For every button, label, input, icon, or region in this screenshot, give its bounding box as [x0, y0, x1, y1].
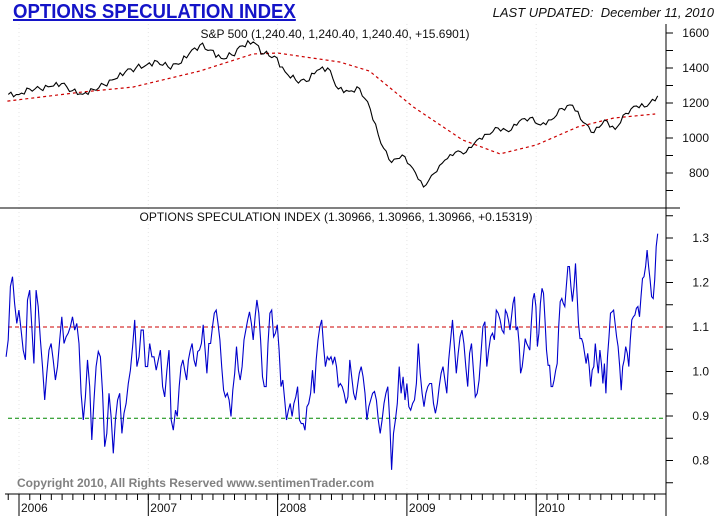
y-tick-label: 0.9	[692, 409, 709, 423]
y-tick-label: 1600	[682, 26, 709, 40]
y-tick-label: 1000	[682, 131, 709, 145]
y-tick-label: 1.0	[692, 365, 709, 379]
y-tick-label: 1400	[682, 61, 709, 75]
copyright-text: Copyright 2010, All Rights Reserved www.…	[17, 476, 374, 490]
sp500-panel-title: S&P 500 (1,240.40, 1,240.40, 1,240.40, +…	[201, 27, 470, 41]
last-updated: LAST UPDATED: December 11, 2010	[493, 5, 714, 20]
y-tick-label: 1.2	[692, 276, 709, 290]
x-tick-label: 2007	[150, 501, 177, 515]
y-tick-label: 1.1	[692, 320, 709, 334]
last-updated-date: December 11, 2010	[600, 5, 714, 20]
y-tick-label: 800	[689, 166, 709, 180]
x-tick-label: 2008	[280, 501, 307, 515]
osi-panel-title: OPTIONS SPECULATION INDEX (1.30966, 1.30…	[140, 210, 533, 224]
sp500-line	[7, 39, 659, 188]
last-updated-label: LAST UPDATED:	[492, 5, 594, 20]
y-tick-label: 0.8	[692, 454, 709, 468]
y-tick-label: 1200	[682, 96, 709, 110]
x-tick-label: 2009	[409, 501, 436, 515]
moving-average-line	[7, 52, 656, 155]
x-tick-label: 2010	[538, 501, 565, 515]
x-tick-label: 2006	[21, 501, 48, 515]
chart-title: OPTIONS SPECULATION INDEX	[13, 1, 296, 23]
chart-marks: 2006 2007 2008 2009 2010 1600 1400 1200 1000 800 1…	[5, 26, 709, 516]
osi-line	[5, 233, 659, 470]
year-gridlines	[18, 24, 537, 494]
y-tick-label: 1.3	[692, 231, 709, 245]
